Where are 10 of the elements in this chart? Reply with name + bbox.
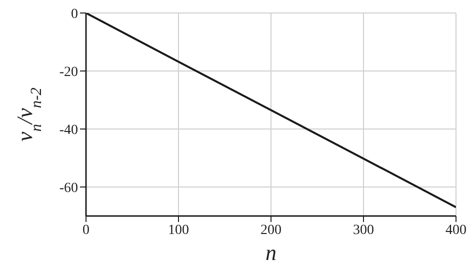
y-tick-label: 0: [71, 6, 78, 22]
y-tick-label: -20: [59, 64, 78, 80]
x-tick-label: 0: [82, 222, 90, 238]
x-tick-label: 100: [168, 222, 189, 238]
x-tick-label: 300: [353, 222, 374, 238]
x-axis-title: n: [266, 240, 276, 265]
y-tick-label: -40: [59, 122, 78, 138]
y-tick-label: -60: [59, 180, 78, 196]
x-tick-label: 400: [446, 222, 466, 238]
x-tick-label: 200: [260, 222, 282, 238]
